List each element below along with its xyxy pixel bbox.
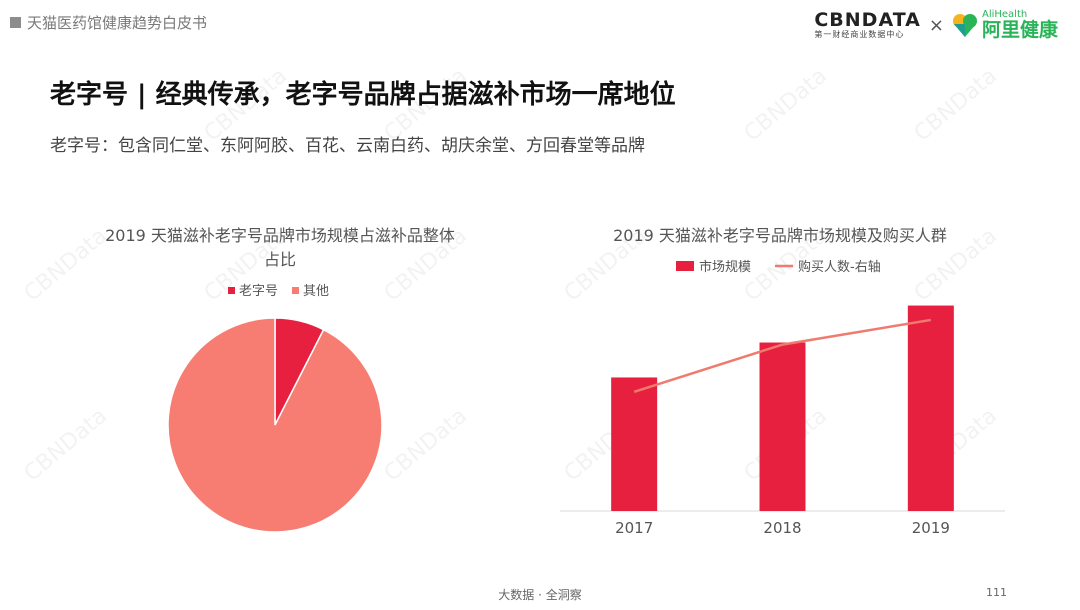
cross-icon: ×: [928, 14, 944, 36]
bar-2017: [611, 377, 658, 511]
page-title: 老字号 | 经典传承，老字号品牌占据滋补市场一席地位: [50, 80, 676, 110]
pie-legend-swatch: [292, 287, 299, 294]
watermark-text: CBNData: [910, 63, 1002, 146]
bar-legend-label: 市场规模: [699, 259, 751, 275]
pie-slice: [167, 317, 383, 533]
pie-legend-label: 其他: [303, 284, 329, 299]
page-subtitle: 老字号：包含同仁堂、东阿阿胶、百花、云南白药、胡庆余堂、方回春堂等品牌: [50, 136, 645, 156]
footer-text: 大数据 · 全洞察: [498, 588, 582, 602]
pie-chart-title: 占比: [264, 250, 296, 269]
doc-header: 天猫医药馆健康趋势白皮书: [10, 12, 207, 33]
bar-2019: [907, 305, 954, 511]
x-tick-label: 2018: [763, 519, 801, 537]
alihealth-heart-icon: [952, 14, 977, 37]
alihealth-logo: AliHealth 阿里健康: [952, 10, 1058, 40]
bar-chart-title: 2019 天猫滋补老字号品牌市场规模及购买人群: [613, 226, 947, 245]
pie-legend-swatch: [228, 287, 235, 294]
alihealth-logo-cn: 阿里健康: [981, 19, 1058, 41]
pie-legend-label: 老字号: [239, 284, 278, 299]
alihealth-logo-en: AliHealth: [981, 9, 1028, 20]
cbndata-logo-subtext: 第一财经商业数据中心: [814, 30, 905, 39]
x-tick-label: 2019: [912, 519, 950, 537]
brand-logos: CBNDATA 第一财经商业数据中心 × AliHealth 阿里健康: [814, 10, 1058, 40]
cbndata-logo-text: CBNDATA: [814, 9, 921, 31]
x-tick-label: 2017: [615, 519, 653, 537]
cbndata-logo: CBNDATA 第一财经商业数据中心: [814, 10, 921, 40]
line-legend-label: 购买人数-右轴: [798, 259, 881, 275]
header-square-icon: [10, 17, 21, 28]
page-number: 111: [986, 586, 1007, 599]
watermark-text: CBNData: [740, 63, 832, 146]
bar-2018: [759, 342, 806, 511]
bar-legend-swatch: [676, 261, 694, 271]
pie-chart-title: 2019 天猫滋补老字号品牌市场规模占滋补品整体: [105, 226, 455, 245]
doc-title: 天猫医药馆健康趋势白皮书: [27, 14, 208, 32]
